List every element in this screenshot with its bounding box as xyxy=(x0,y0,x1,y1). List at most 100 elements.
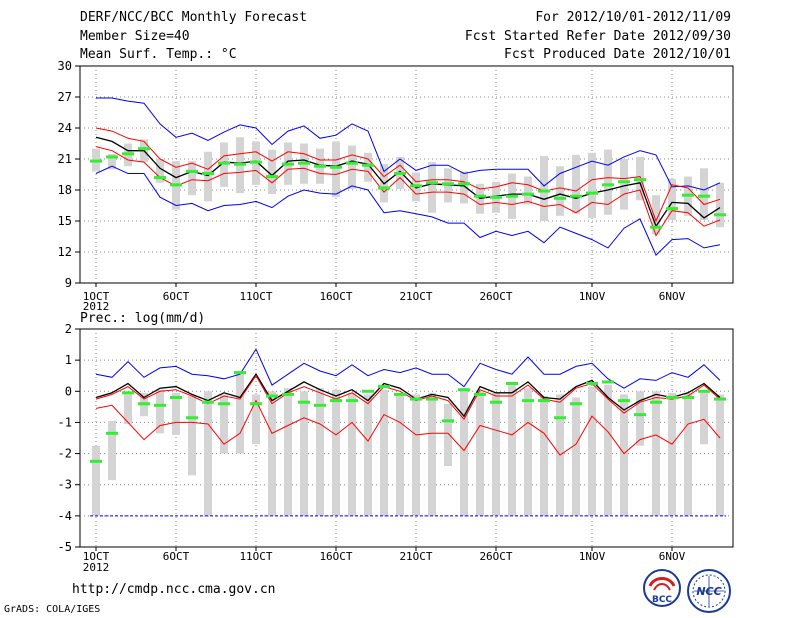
precipitation-median-marker xyxy=(602,380,614,384)
precipitation-spread-box xyxy=(716,394,724,516)
svg-text:BCC: BCC xyxy=(652,595,672,605)
precipitation-xtick-label: 1NOV xyxy=(579,550,606,563)
precipitation-spread-box xyxy=(348,392,356,516)
precipitation-median-marker xyxy=(650,400,662,404)
temperature-series-max xyxy=(96,97,721,191)
temperature-spread-box xyxy=(332,141,340,198)
precipitation-median-marker xyxy=(554,416,566,420)
chart-title: DERF/NCC/BCC Monthly Forecast xyxy=(80,10,307,25)
precipitation-median-marker xyxy=(714,397,726,401)
temperature-series-min xyxy=(95,165,721,256)
precipitation-ytick-label: -5 xyxy=(58,540,72,554)
precipitation-spread-box xyxy=(172,392,180,435)
precipitation-frame xyxy=(79,328,734,548)
precipitation-xtick-label: 16OCT xyxy=(319,550,352,563)
temperature-panel: 9 12 15 18 21 24 27 30 1OCT 6OCT 11OCT 16OCT 21OCT 26… xyxy=(58,59,734,313)
precipitation-spread-box xyxy=(684,392,692,516)
temperature-median-marker xyxy=(618,180,630,184)
precipitation-spread-box xyxy=(428,392,436,516)
temperature-ytick-label: 21 xyxy=(58,152,72,166)
temperature-median-marker xyxy=(330,165,342,169)
temperature-spread-box xyxy=(604,149,612,215)
precipitation-spread-box xyxy=(412,394,420,516)
precipitation-ytick-label: 2 xyxy=(65,322,72,336)
precipitation-median-marker xyxy=(682,396,694,400)
precipitation-ytick-label: 1 xyxy=(65,353,72,367)
temperature-median-marker xyxy=(666,207,678,211)
precipitation-year-label: 2012 xyxy=(83,561,110,574)
precipitation-spread-box xyxy=(492,392,500,516)
precipitation-median-marker xyxy=(106,431,118,435)
temperature-median-marker xyxy=(170,183,182,187)
precipitation-spread-box xyxy=(636,391,644,446)
precipitation-median-marker xyxy=(378,385,390,389)
temperature-spread-box xyxy=(540,155,548,221)
temperature-spread-box xyxy=(588,152,596,218)
temperature-xtick-label: 6NOV xyxy=(659,290,686,303)
precipitation-ytick-label: -3 xyxy=(58,478,72,492)
precipitation-median-marker xyxy=(314,403,326,407)
temperature-spread-box xyxy=(700,168,708,220)
precipitation-median-marker xyxy=(234,371,246,375)
precipitation-xtick-label: 11OCT xyxy=(239,550,272,563)
precipitation-spread-box xyxy=(108,420,116,481)
precipitation-spread-box xyxy=(92,445,100,516)
precipitation-ytick-label: -1 xyxy=(58,415,72,429)
precipitation-xtick-label: 6NOV xyxy=(659,550,686,563)
precipitation-spread-box xyxy=(316,388,324,516)
precipitation-median-marker xyxy=(570,402,582,406)
precipitation-median-marker xyxy=(170,396,182,400)
temperature-spread-box xyxy=(108,153,116,170)
precipitation-spread-box xyxy=(444,403,452,467)
temperature-median-marker xyxy=(538,189,550,193)
precipitation-median-marker xyxy=(346,399,358,403)
precipitation-spread-box xyxy=(220,394,228,454)
temperature-ytick-label: 18 xyxy=(58,183,72,197)
precipitation-spread-box xyxy=(572,397,580,516)
precipitation-spread-box xyxy=(268,391,276,516)
precipitation-spread-box xyxy=(700,391,708,445)
source-url[interactable]: http://cmdp.ncc.cma.gov.cn xyxy=(72,582,276,597)
temperature-ytick-label: 30 xyxy=(58,59,72,73)
grads-credit: GrADS: COLA/IGES xyxy=(4,604,101,615)
temperature-spread-box xyxy=(556,166,564,216)
precipitation-median-marker xyxy=(618,399,630,403)
temperature-median-marker xyxy=(634,178,646,182)
temperature-spread-box xyxy=(572,154,580,214)
precipitation-spread-box xyxy=(524,388,532,516)
precipitation-median-marker xyxy=(266,394,278,398)
temperature-spread-box xyxy=(364,152,372,182)
temperature-spread-box xyxy=(652,195,660,235)
temperature-median-marker xyxy=(458,182,470,186)
temperature-median-marker xyxy=(650,225,662,229)
temperature-median-marker xyxy=(442,182,454,186)
temperature-ytick-label: 15 xyxy=(58,214,72,228)
precipitation-series-max xyxy=(95,348,721,389)
temperature-median-marker xyxy=(250,160,262,164)
precipitation-median-marker xyxy=(410,397,422,401)
precipitation-spread-box xyxy=(156,389,164,434)
temperature-spread-box xyxy=(428,162,436,213)
temperature-median-marker xyxy=(106,155,118,159)
precipitation-spread-box xyxy=(284,388,292,516)
temperature-xtick-label: 16OCT xyxy=(319,290,352,303)
temperature-median-marker xyxy=(426,181,438,185)
precipitation-median-marker xyxy=(218,402,230,406)
precipitation-median-marker xyxy=(138,402,150,406)
precipitation-spread-box xyxy=(540,395,548,516)
bcc-logo: BCC xyxy=(643,569,681,607)
temperature-spread-box xyxy=(156,159,164,183)
precipitation-spread-box xyxy=(588,386,596,516)
temperature-median-marker xyxy=(266,175,278,179)
precipitation-median-marker xyxy=(458,388,470,392)
temperature-xtick-label: 21OCT xyxy=(399,290,432,303)
precipitation-median-marker xyxy=(394,392,406,396)
temperature-xtick-label: 11OCT xyxy=(239,290,272,303)
precipitation-median-marker xyxy=(634,413,646,417)
temperature-median-marker xyxy=(154,176,166,180)
temperature-spread-box xyxy=(220,142,228,187)
temperature-median-marker xyxy=(186,169,198,173)
precipitation-spread-box xyxy=(668,392,676,516)
temperature-median-marker xyxy=(522,192,534,196)
